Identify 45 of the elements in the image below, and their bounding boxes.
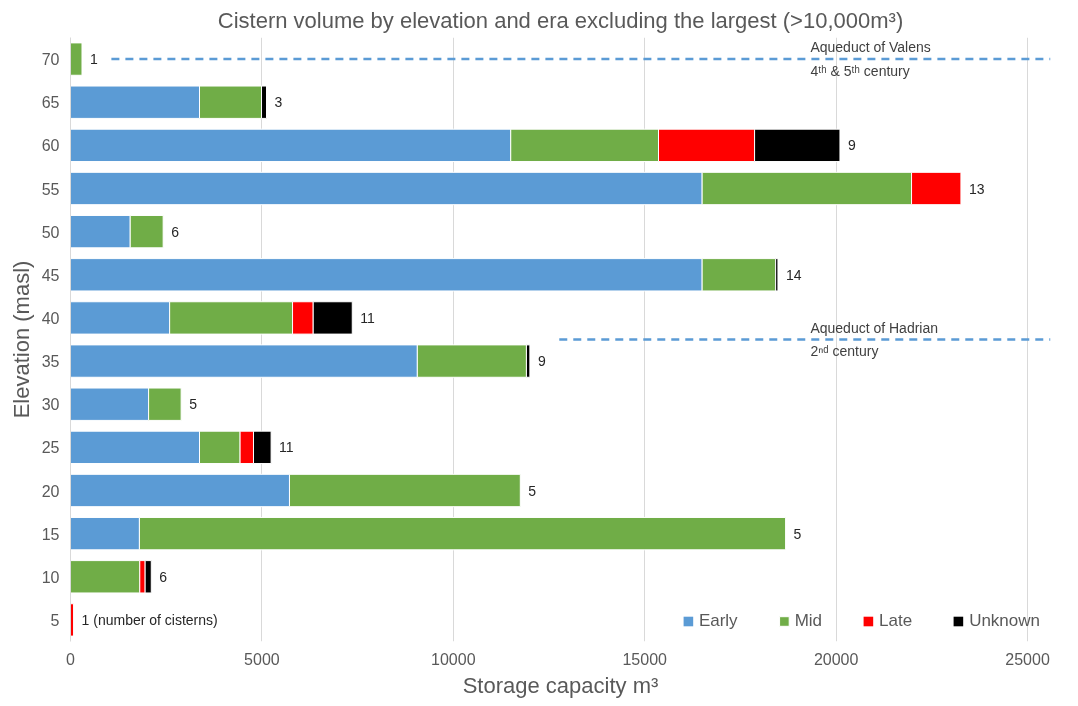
bar [70,560,141,594]
annotation: 6 [159,568,168,585]
x-tick-label: 0 [66,650,76,668]
annotation: 5 [189,396,198,413]
annotation: 9 [847,137,856,154]
y-tick-label: 60 [41,137,60,155]
x-tick-label: 20000 [813,650,859,668]
y-tick-label: 45 [41,266,60,284]
annotation: 6 [171,223,180,240]
y-tick-label: 55 [41,180,60,198]
y-tick-label: 50 [41,223,60,241]
y-tick-label: 25 [41,439,60,457]
y-tick-label: 15 [41,525,60,543]
chart-title: Cistern volume by elevation and era excluding the largest (>10,000m³) [217,7,904,33]
annotation: 1 (number of cisterns) [81,611,218,628]
annotation: 9 [537,353,546,370]
y-tick-label: 5 [50,611,60,629]
annotation: 13 [968,180,985,197]
x-tick-label: 25000 [1005,650,1050,668]
x-tick-label: 10000 [431,650,476,668]
y-tick-label: 30 [41,396,60,414]
annotation: 3 [274,94,283,111]
y-tick-label: 20 [41,482,60,500]
y-tick-label: 40 [41,309,60,327]
legend-label: Unknown [969,611,1040,631]
y-tick-label: 10 [41,568,60,586]
legend-label: Mid [794,611,823,631]
y-tick-label: 35 [41,353,60,371]
ref-line-label: Aqueduct of Valens 4ᵗʰ & 5ᵗʰ century [810,39,931,79]
legend-label: Late [879,611,913,631]
x-tick-label: 5000 [244,650,280,668]
ref-line-label: Aqueduct of Hadrian 2ⁿᵈ century [810,319,939,360]
x-axis-title: Storage capacity m³ [462,672,659,698]
x-tick-label: 15000 [622,650,668,668]
annotation: 5 [793,525,802,542]
legend-label: Early [698,611,738,631]
y-axis-title: Elevation (masl) [8,260,34,419]
annotation: 1 [89,51,98,68]
annotation: 14 [785,266,802,283]
annotation: 5 [528,482,537,499]
annotation: 11 [360,309,375,326]
y-tick-label: 65 [41,94,60,112]
y-tick-label: 70 [41,51,60,69]
annotation: 11 [279,439,294,456]
bar [70,42,83,76]
